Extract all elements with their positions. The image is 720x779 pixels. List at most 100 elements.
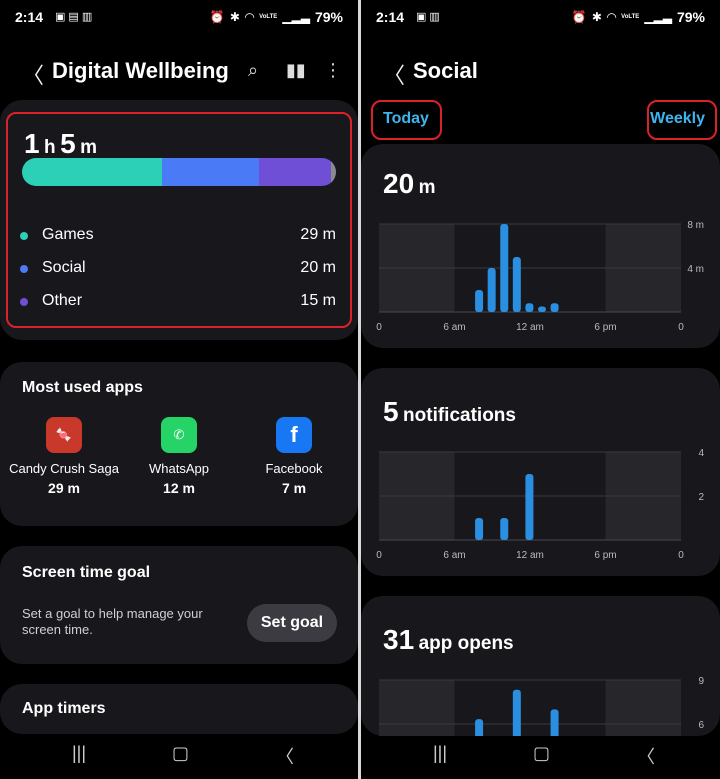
x-tick-label: 0: [678, 550, 684, 561]
signal-icon: ▁▂▃: [282, 10, 310, 24]
bluetooth-icon: ✱: [591, 10, 602, 24]
whatsapp-icon: ✆: [161, 417, 197, 453]
app-candy-crush[interactable]: 🍬 Candy Crush Saga 29 m: [9, 417, 119, 496]
gallery-icon: ▣: [55, 11, 66, 23]
x-tick-label: 0: [376, 550, 382, 561]
app-facebook[interactable]: f Facebook 7 m: [239, 417, 349, 496]
usage-summary-card[interactable]: 1 h 5 m Games 29 m Social 20 m Other 15 …: [0, 100, 358, 340]
chart-bar: [500, 224, 509, 312]
notification-icons: ▣ ▤ ▥: [55, 10, 92, 23]
bar-segment-social: [162, 158, 259, 186]
other-dot-icon: [20, 298, 28, 306]
recents-icon[interactable]: |||: [72, 743, 87, 763]
chart-bar: [550, 709, 559, 736]
chart-bar: [525, 303, 534, 312]
screen-time-metric: 20 m: [383, 168, 436, 199]
alarm-icon: ⏰: [209, 10, 225, 24]
battery-percent: 79%: [314, 9, 343, 25]
y-tick-label: 8 m: [687, 220, 704, 231]
more-options-icon[interactable]: ⋮: [324, 60, 342, 80]
highlight-box: [6, 112, 352, 328]
battery-percent: 79%: [676, 9, 705, 25]
digital-wellbeing-screen: 2:14 ▣ ▤ ▥ ⏰ ✱ ◠ VoLTE ▁▂▃ 79% 〈 Digital…: [0, 0, 358, 779]
x-tick-label: 6 am: [443, 322, 465, 333]
y-tick-label: 9: [698, 676, 704, 687]
app-whatsapp[interactable]: ✆ WhatsApp 12 m: [124, 417, 234, 496]
bluetooth-icon: ✱: [229, 10, 240, 24]
home-icon[interactable]: ▢: [533, 743, 551, 763]
goal-title: Screen time goal: [22, 564, 151, 581]
y-tick-label: 2: [698, 492, 704, 503]
chart-bar: [500, 518, 509, 540]
app-timers-card[interactable]: App timers: [0, 684, 358, 734]
app-timers-title: App timers: [22, 700, 106, 717]
page-title: Social: [413, 58, 478, 83]
image-icon: ▤: [68, 11, 79, 23]
app-bar: 〈 Social: [361, 50, 720, 94]
page-title: Digital Wellbeing: [52, 58, 229, 83]
notifications-chart-card: 5 notifications 4 2 0 6 am 12 am 6 pm 0: [361, 368, 720, 576]
recents-icon[interactable]: |||: [433, 743, 448, 763]
social-screen: 2:14 ▣ ▥ ⏰ ✱ ◠ VoLTE ▁▂▃ 79% 〈 Social To…: [361, 0, 720, 779]
night-shade-evening: [605, 680, 681, 736]
candy-crush-icon: 🍬: [46, 417, 82, 453]
signal-icon: ▁▂▃: [644, 10, 672, 24]
x-tick-label: 6 am: [443, 550, 465, 561]
system-icons: ⏰ ✱ ◠ VoLTE ▁▂▃ 79%: [572, 9, 705, 25]
home-icon[interactable]: ▢: [172, 743, 190, 763]
app-opens-metric: 31 app opens: [383, 624, 514, 655]
back-nav-icon[interactable]: 〈: [276, 747, 294, 767]
y-tick-label: 6: [698, 720, 704, 731]
bar-segment-end: [331, 158, 336, 186]
weekly-highlight: [647, 100, 717, 140]
wifi-icon: ◠: [606, 10, 617, 24]
chart-bar: [475, 290, 484, 312]
chart-bar: [487, 268, 496, 312]
app-opens-chart: 96: [379, 676, 704, 736]
social-dot-icon: [20, 265, 28, 273]
message-icon: ▥: [81, 11, 93, 23]
back-icon[interactable]: 〈: [22, 63, 45, 88]
today-tab[interactable]: Today: [383, 110, 429, 127]
notifications-metric: 5 notifications: [383, 396, 516, 427]
x-tick-label: 12 am: [516, 322, 544, 333]
notifications-chart: 4 2 0 6 am 12 am 6 pm 0: [376, 448, 704, 561]
night-shade-morning: [379, 680, 455, 736]
bar-segment-other: [258, 158, 332, 186]
search-icon[interactable]: ⌕: [248, 60, 259, 80]
app-bar: 〈 Digital Wellbeing ⌕ ▮▮ ⋮: [0, 50, 358, 94]
legend-social[interactable]: Social 20 m: [20, 259, 336, 279]
screen-time-chart-card: 20 m 8 m 4 m 0 6 am 12 am 6 pm 0: [361, 144, 720, 348]
legend-other[interactable]: Other 15 m: [20, 292, 336, 312]
chart-bar: [475, 518, 484, 540]
bar-segment-games: [22, 158, 163, 186]
notification-icons: ▣ ▥: [416, 10, 440, 23]
x-tick-label: 0: [678, 322, 684, 333]
most-used-title: Most used apps: [22, 379, 143, 396]
status-time: 2:14: [15, 9, 44, 25]
set-goal-button[interactable]: Set goal: [247, 604, 337, 642]
screen-time-chart: 8 m 4 m 0 6 am 12 am 6 pm 0: [376, 220, 704, 333]
x-tick-label: 6 pm: [594, 550, 616, 561]
message-icon: ▥: [429, 11, 440, 23]
chart-bar: [512, 689, 521, 736]
legend-games[interactable]: Games 29 m: [20, 226, 336, 246]
today-highlight: [371, 100, 442, 140]
goal-description: Set a goal to help manage your screen ti…: [22, 606, 203, 637]
chart-bar: [525, 474, 534, 540]
back-nav-icon[interactable]: 〈: [637, 747, 655, 767]
x-tick-label: 6 pm: [594, 322, 616, 333]
gallery-icon: ▣: [416, 11, 427, 23]
volte-icon: VoLTE: [259, 14, 278, 20]
y-tick-label: 4 m: [687, 264, 704, 275]
chart-icon[interactable]: ▮▮: [286, 60, 306, 80]
nav-bar: ||| ▢ 〈: [361, 729, 720, 779]
weekly-tab[interactable]: Weekly: [650, 110, 705, 127]
usage-breakdown-bar: [22, 158, 336, 186]
nav-bar: ||| ▢ 〈: [0, 729, 358, 779]
status-bar: 2:14 ▣ ▤ ▥ ⏰ ✱ ◠ VoLTE ▁▂▃ 79%: [0, 0, 358, 34]
chart-bar: [538, 306, 546, 312]
most-used-apps-card: Most used apps 🍬 Candy Crush Saga 29 m ✆…: [0, 362, 358, 526]
back-icon[interactable]: 〈: [383, 63, 406, 88]
